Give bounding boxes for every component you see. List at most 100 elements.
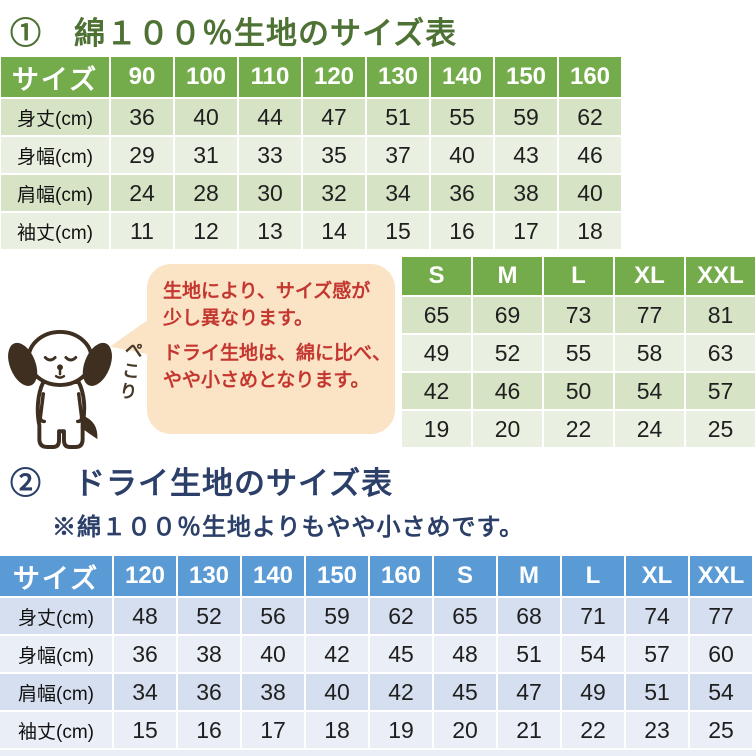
column-header: サイズ	[0, 556, 112, 596]
table-cell: 47	[498, 674, 560, 710]
column-header: 160	[559, 57, 621, 97]
table-row: 49 52 55 58 63	[402, 335, 755, 371]
column-header: S	[402, 257, 471, 295]
table-cell: 40	[175, 99, 237, 135]
table-cell: 50	[544, 373, 613, 409]
table-header-row: サイズ 120 130 140 150 160 S M L XL XXL	[0, 556, 752, 596]
table-row: 42 46 50 54 57	[402, 373, 755, 409]
table-cell: 20	[434, 712, 496, 748]
table-cell: 11	[111, 213, 173, 249]
table-cell: 36	[111, 99, 173, 135]
row-label: 身幅(cm)	[0, 636, 112, 672]
speech-bubble: 生地により、サイズ感が 少し異なります。 ドライ生地は、綿に比べ、 やや小さめと…	[147, 264, 395, 434]
dry-size-table: サイズ 120 130 140 150 160 S M L XL XXL 身丈(cm) 48 52 56 59…	[0, 556, 752, 750]
table-cell: 16	[431, 213, 493, 249]
column-header: XXL	[686, 257, 755, 295]
table-cell: 21	[498, 712, 560, 748]
table-cell: 52	[178, 598, 240, 634]
table-cell: 17	[242, 712, 304, 748]
table-cell: 59	[306, 598, 368, 634]
table-cell: 54	[690, 674, 752, 710]
column-header: 100	[175, 57, 237, 97]
bubble-text-line: やや小さめとなります。	[163, 369, 370, 391]
table-cell: 47	[303, 99, 365, 135]
table-cell: 36	[114, 636, 176, 672]
table-cell: 23	[626, 712, 688, 748]
column-header: L	[562, 556, 624, 596]
column-header: L	[544, 257, 613, 295]
bubble-text-line: 少し異なります。	[163, 307, 314, 329]
table-cell: 35	[303, 137, 365, 173]
table-cell: 36	[178, 674, 240, 710]
table-cell: 36	[431, 175, 493, 211]
table-cell: 46	[473, 373, 542, 409]
column-header: サイズ	[1, 57, 109, 97]
table-cell: 15	[114, 712, 176, 748]
cotton-adult-size-table: S M L XL XXL 65 69 73 77 81 49 52 55 58 63 42 46 50 54 57 19…	[402, 257, 755, 449]
column-header: XL	[626, 556, 688, 596]
table-cell: 51	[367, 99, 429, 135]
row-label: 身幅(cm)	[1, 137, 109, 173]
table-cell: 18	[559, 213, 621, 249]
table-cell: 49	[402, 335, 471, 371]
column-header: XXL	[690, 556, 752, 596]
table-cell: 31	[175, 137, 237, 173]
cotton-kids-size-table: サイズ 90 100 110 120 130 140 150 160 身丈(cm) 36 40 44 47…	[1, 57, 621, 251]
table-cell: 81	[686, 297, 755, 333]
row-label: 肩幅(cm)	[0, 674, 112, 710]
column-header: 130	[367, 57, 429, 97]
column-header: 140	[431, 57, 493, 97]
section2-subtitle: ※綿１００％生地よりもやや小さめです。	[52, 514, 525, 541]
table-cell: 42	[402, 373, 471, 409]
column-header: 150	[495, 57, 557, 97]
table-cell: 22	[562, 712, 624, 748]
table-row: 身幅(cm) 29 31 33 35 37 40 43 46	[1, 137, 621, 173]
section1-title: ① 綿１００％生地のサイズ表	[10, 16, 458, 51]
table-row: 肩幅(cm) 34 36 38 40 42 45 47 49 51 54	[0, 674, 752, 710]
table-cell: 25	[690, 712, 752, 748]
table-cell: 38	[495, 175, 557, 211]
table-cell: 25	[686, 411, 755, 447]
table-cell: 71	[562, 598, 624, 634]
table-row: 肩幅(cm) 24 28 30 32 34 36 38 40	[1, 175, 621, 211]
table-cell: 24	[615, 411, 684, 447]
bubble-text-line: ドライ生地は、綿に比べ、	[163, 343, 392, 365]
table-row: 19 20 22 24 25	[402, 411, 755, 447]
column-header: 130	[178, 556, 240, 596]
table-cell: 60	[690, 636, 752, 672]
table-cell: 14	[303, 213, 365, 249]
table-row: 身幅(cm) 36 38 40 42 45 48 51 54 57 60	[0, 636, 752, 672]
table-cell: 40	[242, 636, 304, 672]
table-cell: 19	[370, 712, 432, 748]
table-cell: 40	[559, 175, 621, 211]
table-cell: 57	[686, 373, 755, 409]
column-header: XL	[615, 257, 684, 295]
table-cell: 54	[562, 636, 624, 672]
table-cell: 16	[178, 712, 240, 748]
table-cell: 33	[239, 137, 301, 173]
table-cell: 34	[114, 674, 176, 710]
table-cell: 51	[626, 674, 688, 710]
table-cell: 52	[473, 335, 542, 371]
table-cell: 32	[303, 175, 365, 211]
table-cell: 57	[626, 636, 688, 672]
row-label: 身丈(cm)	[0, 598, 112, 634]
table-cell: 45	[370, 636, 432, 672]
table-cell: 48	[114, 598, 176, 634]
column-header: M	[473, 257, 542, 295]
column-header: 160	[370, 556, 432, 596]
table-cell: 74	[626, 598, 688, 634]
bubble-text-line: 生地により、サイズ感が	[163, 281, 371, 302]
column-header: 110	[239, 57, 301, 97]
section2-title: ② ドライ生地のサイズ表	[10, 466, 394, 501]
table-cell: 43	[495, 137, 557, 173]
table-cell: 55	[544, 335, 613, 371]
table-cell: 68	[498, 598, 560, 634]
table-row: 身丈(cm) 48 52 56 59 62 65 68 71 74 77	[0, 598, 752, 634]
table-cell: 28	[175, 175, 237, 211]
table-cell: 12	[175, 213, 237, 249]
table-row: 袖丈(cm) 15 16 17 18 19 20 21 22 23 25	[0, 712, 752, 748]
table-cell: 38	[242, 674, 304, 710]
column-header: 150	[306, 556, 368, 596]
column-header: M	[498, 556, 560, 596]
